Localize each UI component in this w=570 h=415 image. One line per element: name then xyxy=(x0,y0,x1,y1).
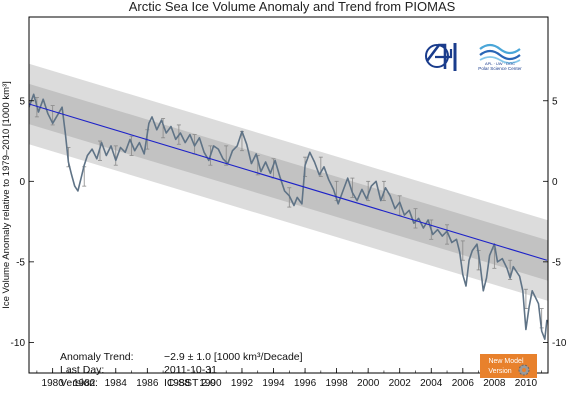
apl-logo-icon xyxy=(425,43,457,71)
x-tick-label: 1998 xyxy=(325,378,348,389)
gear-icon xyxy=(518,364,530,376)
x-tick-label: 1992 xyxy=(231,378,254,389)
x-tick-label: 2006 xyxy=(452,378,475,389)
x-tick-label: 1988 xyxy=(168,378,191,389)
version-label: Version: xyxy=(60,377,98,389)
trend-value: −2.9 ± 1.0 [1000 km³/Decade] xyxy=(164,351,303,363)
error-bar xyxy=(445,224,450,245)
x-tick-label: 1990 xyxy=(199,378,222,389)
y-tick-label-right: -10 xyxy=(552,338,567,349)
y-axis-label: Ice Volume Anomaly relative to 1979–2010… xyxy=(1,81,12,309)
psc-logo-text: Polar Science Center xyxy=(478,66,522,71)
x-tick-label: 2008 xyxy=(483,378,506,389)
x-tick-label: 2002 xyxy=(389,378,412,389)
series-line xyxy=(29,93,548,340)
x-tick-label: 2000 xyxy=(357,378,380,389)
x-axis: 1980 1982 1984 1986 1988 1990 1992 1994 1996 1998… xyxy=(36,368,542,389)
x-tick-label: 1982 xyxy=(73,378,96,389)
badge-line1: New Model xyxy=(488,358,523,365)
inner-trend-band xyxy=(29,83,548,281)
plot-frame xyxy=(28,16,549,374)
error-bar xyxy=(113,145,118,166)
lastday-value: 2011-10-31 xyxy=(164,364,217,376)
trend-line xyxy=(29,103,548,261)
x-tick-label: 1984 xyxy=(105,378,128,389)
new-model-version-badge[interactable]: New Model Version xyxy=(480,354,537,378)
y-axis: 5 0 -5 -10 5 0 -5 -10 xyxy=(11,96,567,349)
error-bar xyxy=(366,180,371,202)
wave-icon xyxy=(479,43,521,55)
y-tick-label-left: -5 xyxy=(16,257,25,268)
x-tick-label: 1986 xyxy=(136,378,159,389)
y-tick-label-right: 0 xyxy=(552,177,558,188)
lastday-label: Last Day: xyxy=(60,364,104,376)
y-tick-label-left: 0 xyxy=(19,177,25,188)
error-bar xyxy=(413,208,418,229)
error-bar xyxy=(350,177,355,198)
x-tick-label: 1996 xyxy=(294,378,317,389)
y-tick-label-right: -5 xyxy=(552,257,561,268)
psc-logo: APL · UW · DOC Polar Science Center xyxy=(478,41,522,71)
plot-area xyxy=(29,63,548,340)
x-tick-label: 1980 xyxy=(42,378,65,389)
y-tick-label-left: 5 xyxy=(19,96,25,107)
x-tick-label: 1994 xyxy=(262,378,285,389)
badge-line2: Version xyxy=(488,368,511,375)
x-tick-label: 2004 xyxy=(420,378,443,389)
error-bar xyxy=(129,135,134,156)
chart-title: Arctic Sea Ice Volume Anomaly and Trend … xyxy=(129,0,456,14)
version-value: IC-SST 2.0 xyxy=(164,377,216,389)
trend-label: Anomaly Trend: xyxy=(60,351,134,363)
error-bar xyxy=(161,118,166,139)
x-tick-label: 2010 xyxy=(515,378,538,389)
psc-small-text: APL · UW · DOC xyxy=(485,61,515,66)
y-tick-label-left: -10 xyxy=(11,338,26,349)
y-tick-label-right: 5 xyxy=(552,96,558,107)
